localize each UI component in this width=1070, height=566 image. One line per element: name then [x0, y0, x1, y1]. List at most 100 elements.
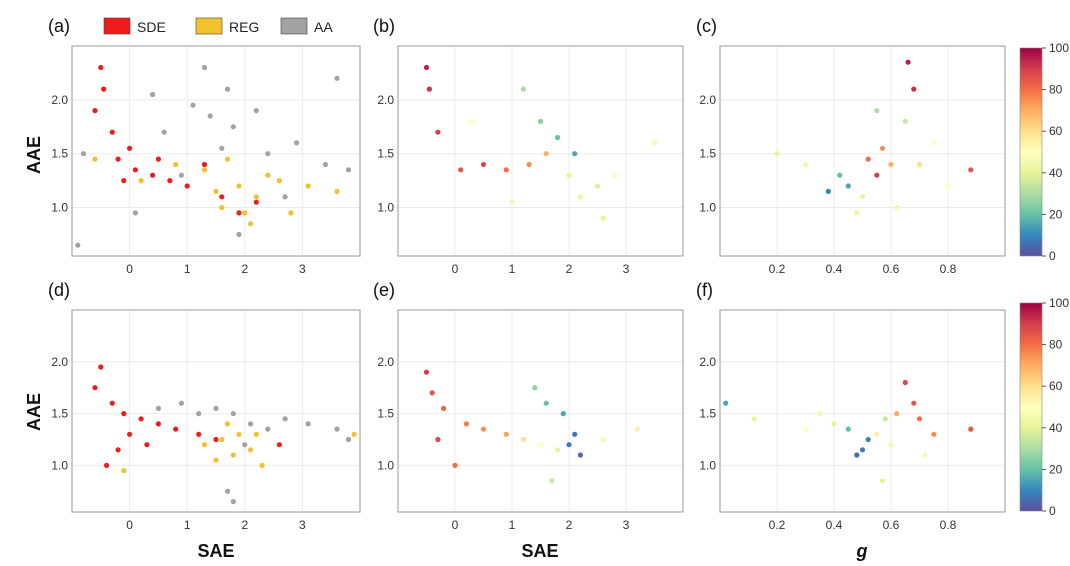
colorbar-tick-label: 0 [1049, 249, 1056, 263]
data-point-aa [213, 405, 219, 411]
legend-label-aa: AA [314, 19, 333, 35]
y-axis-title-bottom: AAE [24, 393, 44, 431]
data-point-aa [75, 242, 81, 248]
x-tick-label: 2 [241, 518, 248, 532]
data-point-reg [230, 452, 236, 458]
y-tick-label: 2.0 [699, 93, 716, 107]
data-point [543, 400, 549, 406]
x-tick-label: 1 [184, 262, 191, 276]
data-point [802, 426, 809, 432]
plot-area [71, 309, 361, 513]
data-point [555, 447, 561, 453]
data-point-sde [276, 442, 282, 448]
data-point-sde [219, 194, 225, 200]
panel-label: (b) [373, 16, 395, 36]
data-point [879, 145, 886, 151]
data-point-sde [132, 167, 138, 173]
data-point-sde [184, 183, 190, 189]
data-point-sde [109, 400, 115, 406]
data-point [503, 431, 509, 437]
x-tick-label: 0.6 [883, 262, 900, 276]
data-point [634, 426, 641, 432]
colorbar-tick-label: 0 [1049, 504, 1056, 518]
data-point-reg [242, 210, 248, 216]
x-tick-label: 1 [509, 262, 516, 276]
data-point-reg [236, 183, 242, 189]
y-tick-label: 1.5 [377, 147, 394, 161]
panel-c: (c) 0.2 0.4 0.6 0.8 2.0 1.5 1.0 [696, 16, 1006, 276]
data-point-aa [201, 64, 208, 71]
legend: SDE REG AA [103, 17, 333, 35]
data-point [905, 59, 911, 65]
panel-label: (f) [696, 280, 713, 300]
data-point [879, 478, 886, 484]
data-point [429, 390, 435, 396]
colorbar-top: 100 80 60 40 20 0 [1019, 41, 1069, 263]
data-point-reg [213, 188, 219, 194]
data-point-reg [259, 462, 265, 468]
data-point-aa [236, 231, 242, 238]
data-point-aa [282, 194, 288, 200]
data-point-aa [224, 86, 231, 92]
data-point [911, 86, 917, 92]
data-point-sde [155, 156, 161, 162]
data-point [612, 172, 618, 178]
colorbar-tick-label: 60 [1049, 124, 1063, 138]
plot-frame [397, 309, 684, 513]
data-point [458, 167, 464, 173]
data-point [888, 442, 894, 448]
data-point [854, 210, 860, 216]
data-point [865, 436, 871, 443]
data-point-reg [173, 161, 179, 168]
legend-label-reg: REG [229, 19, 259, 35]
y-tick-label: 2.0 [51, 355, 68, 369]
panel-label: (a) [48, 16, 70, 36]
colorbar-gradient [1019, 47, 1043, 257]
data-point-sde [138, 416, 144, 422]
y-tick-label: 2.0 [377, 355, 394, 369]
data-point [537, 118, 544, 124]
data-point [435, 436, 441, 443]
panel-f: (f) 0.2 0.4 0.6 0.8 2.0 1.5 1.0 [696, 280, 1006, 532]
data-point [859, 194, 866, 200]
data-point [831, 421, 837, 427]
data-point [802, 161, 809, 168]
data-point-aa [219, 145, 225, 151]
data-point-aa [248, 421, 254, 427]
data-point [600, 215, 606, 221]
data-point [751, 416, 757, 422]
data-point-sde [115, 156, 121, 162]
data-point-aa [305, 421, 311, 427]
data-point-reg [351, 431, 357, 437]
data-point-reg [201, 167, 208, 173]
legend-label-sde: SDE [137, 19, 166, 35]
colorbar-tick-label: 100 [1049, 41, 1069, 55]
data-point [566, 442, 572, 448]
data-point-sde [121, 178, 127, 184]
data-point-reg [236, 431, 242, 437]
data-point [882, 416, 888, 422]
data-point [945, 183, 951, 189]
data-point [594, 183, 601, 189]
data-point [911, 400, 917, 406]
data-point [572, 431, 578, 437]
y-axis-title-top: AAE [24, 136, 44, 174]
x-tick-label: 2 [566, 518, 573, 532]
data-point-sde [115, 447, 121, 453]
data-point-aa [334, 426, 340, 432]
data-point-sde [253, 199, 259, 205]
data-point [845, 183, 851, 189]
data-point [572, 151, 578, 157]
colorbar-tick-label: 40 [1049, 421, 1063, 435]
y-tick-label: 1.0 [699, 201, 716, 215]
legend-swatch-sde [103, 17, 131, 35]
data-point-aa [190, 102, 196, 108]
data-point [577, 194, 584, 200]
data-point [825, 188, 831, 194]
y-tick-label: 1.5 [51, 147, 68, 161]
x-tick-label: 0.2 [769, 518, 786, 532]
data-point [577, 452, 584, 458]
data-point [894, 411, 900, 417]
data-point-aa [230, 499, 236, 505]
